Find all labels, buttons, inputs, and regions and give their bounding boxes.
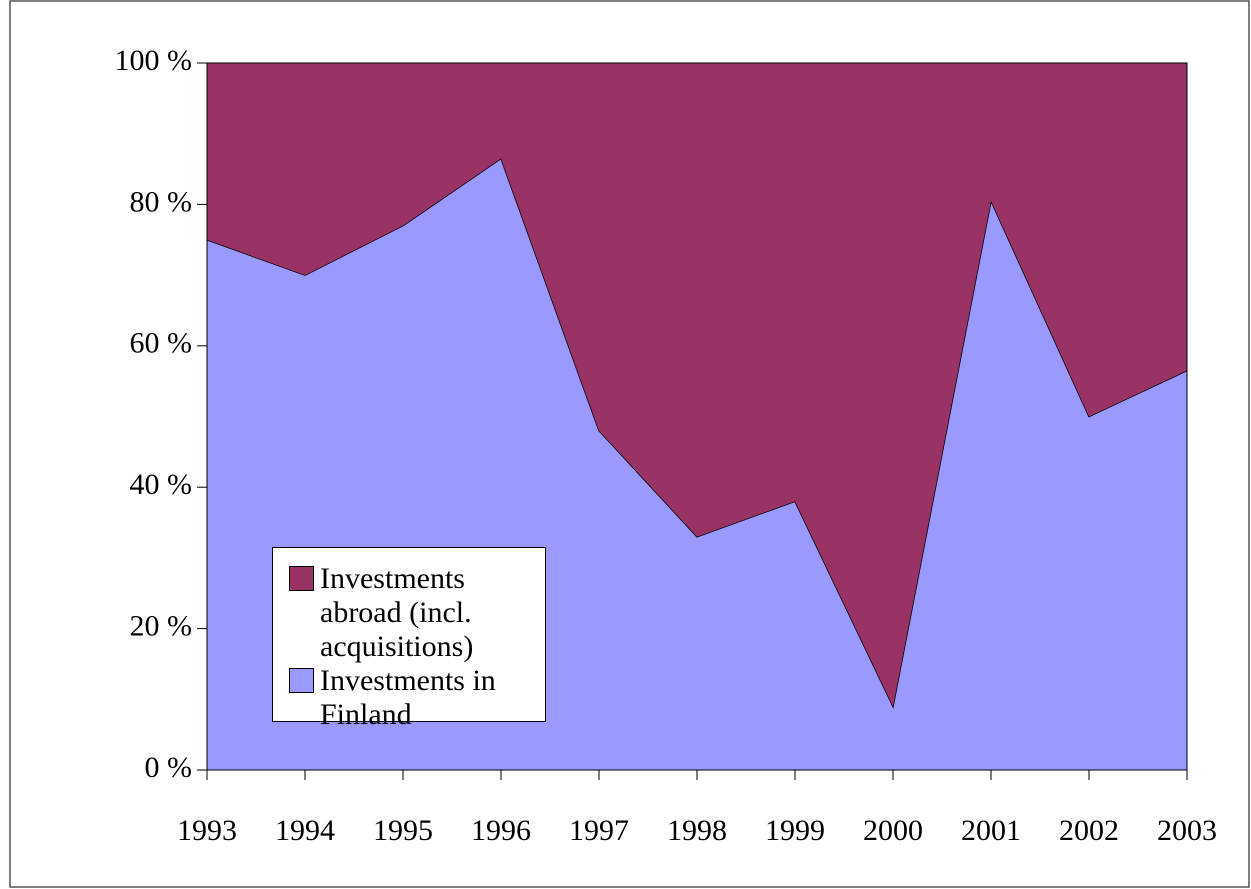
y-tick-label: 60 % [130, 327, 193, 360]
x-tick-label: 2001 [961, 814, 1021, 847]
legend-swatch [289, 668, 314, 693]
x-tick-label: 2003 [1157, 814, 1217, 847]
y-tick-label: 80 % [130, 185, 193, 218]
legend-item: Investments in Finland [289, 664, 545, 732]
x-tick-label: 1999 [765, 814, 825, 847]
area [207, 63, 1187, 707]
x-tick-label: 1996 [471, 814, 531, 847]
x-tick-label: 1997 [569, 814, 629, 847]
x-tick-label: 1995 [373, 814, 433, 847]
y-tick-label: 0 % [145, 751, 193, 784]
x-tick-label: 1993 [177, 814, 237, 847]
frame [9, 0, 1250, 888]
legend-label: Investments in Finland [320, 664, 496, 731]
y-tick-label: 100 % [115, 44, 193, 77]
x-tick-label: 1994 [275, 814, 335, 847]
x-tick-label: 1998 [667, 814, 727, 847]
y-tick-label: 20 % [130, 609, 193, 642]
x-tick-label: 2000 [863, 814, 923, 847]
legend: Investments abroad (incl. acquisitions) I… [272, 547, 546, 731]
legend-label: Investments abroad (incl. acquisitions) [320, 562, 474, 663]
x-tick-label: 2002 [1059, 814, 1119, 847]
legend-swatch [289, 566, 314, 591]
y-tick-label: 40 % [130, 468, 193, 501]
legend-item: Investments abroad (incl. acquisitions) [289, 562, 545, 664]
